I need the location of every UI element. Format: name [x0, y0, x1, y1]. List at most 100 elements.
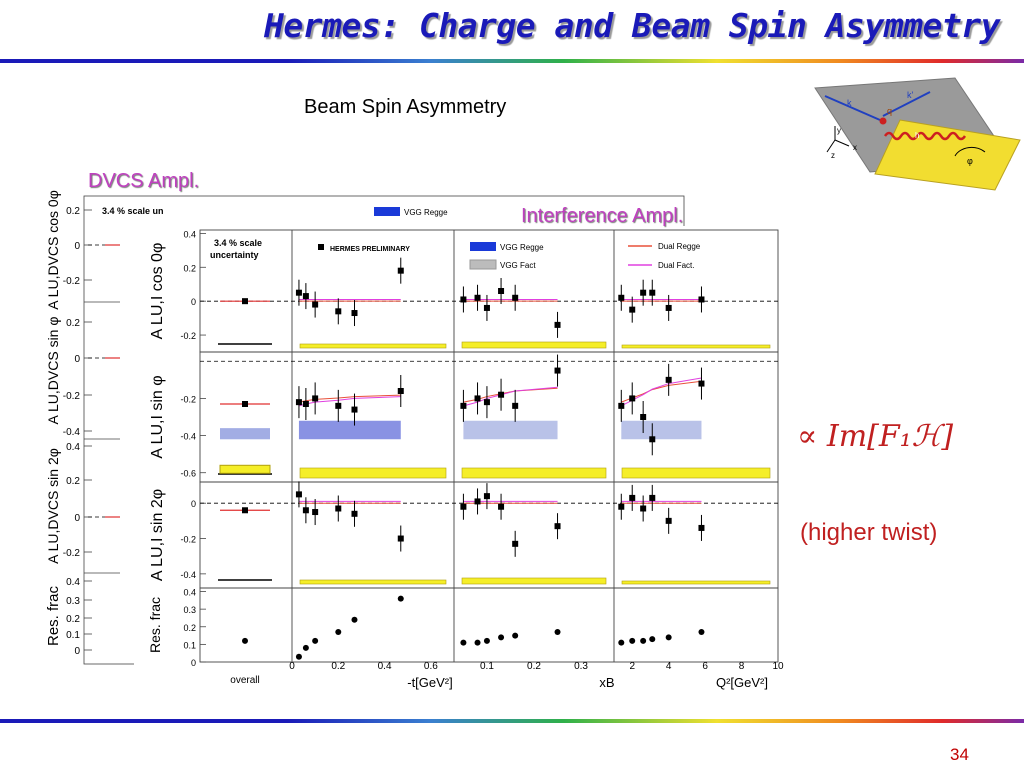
axis-z-line [826, 139, 836, 153]
diagram-label-q: q [887, 106, 892, 116]
back-tick-label: -0.2 [63, 276, 81, 287]
data-point [295, 399, 302, 406]
front-tick-label: 0.2 [183, 623, 196, 633]
data-point [460, 639, 467, 646]
back-tick-label: 0 [74, 646, 80, 657]
front-panel: 3.4 % scale uncertainty HERMES PRELIMINARY… [134, 226, 784, 694]
data-point [665, 376, 672, 383]
front-scale-note-2: uncertainty [210, 250, 259, 260]
data-point [351, 616, 358, 623]
overall-vgg-band [220, 428, 270, 440]
higher-twist-text: (higher twist) [800, 519, 937, 546]
data-point [618, 294, 625, 301]
data-point [397, 267, 404, 274]
kinematics-diagram: k k' q y x z φ h [814, 77, 1021, 191]
axis-x-line [834, 139, 850, 147]
front-preliminary-marker [318, 244, 324, 250]
data-point [397, 388, 404, 394]
front-row-label: A LU,I sin φ [149, 375, 166, 458]
data-point [649, 636, 656, 643]
back-tick-label: 0.4 [66, 442, 80, 453]
vgg-band [621, 420, 702, 440]
front-tick-label: 0 [191, 297, 196, 307]
data-point [629, 395, 636, 402]
front-scale-note-1: 3.4 % scale [214, 238, 262, 248]
syst-band [299, 343, 447, 349]
dual-regge-curve [298, 394, 401, 403]
data-point [498, 288, 505, 294]
data-point [460, 503, 467, 510]
back-tick-label: -0.2 [63, 548, 81, 559]
data-point [483, 304, 490, 311]
x-tick-label: 0.6 [424, 661, 438, 672]
data-point [640, 637, 647, 644]
slide-title: Hermes: Charge and Beam Spin Asymmetry [264, 6, 1000, 45]
diagram-label-phi: φ [967, 156, 973, 166]
overall-point [242, 637, 248, 644]
diagram-label-y: y [837, 126, 841, 135]
syst-band [461, 467, 607, 479]
data-point [483, 399, 490, 406]
diagram-label-kprime: k' [907, 90, 914, 100]
x-tick-label: 2 [629, 661, 635, 672]
interference-ampl-label: Interference Ampl. [521, 205, 684, 227]
data-point [295, 653, 302, 660]
data-point [649, 289, 656, 296]
front-row-label: A LU,I cos 0φ [149, 243, 166, 340]
data-point [698, 629, 705, 636]
data-point [629, 306, 636, 313]
back-tick-label: -0.2 [63, 391, 81, 402]
legend-swatch-vgg-regge [470, 242, 496, 251]
x-axis-label: xB [599, 675, 614, 690]
back-tick-label: 0 [74, 241, 80, 252]
back-tick-label: 0.2 [66, 476, 80, 487]
x-tick-label: 0.2 [331, 661, 345, 672]
data-point [498, 503, 505, 510]
data-point [512, 632, 519, 639]
syst-band [621, 467, 771, 479]
vgg-band [298, 420, 401, 440]
data-point [629, 637, 636, 644]
beam-arrow [824, 95, 881, 121]
diagram-label-z: z [831, 151, 835, 160]
legend-label-dual-fact: Dual Fact. [658, 261, 694, 270]
syst-band [461, 341, 607, 349]
back-row-label: A LU,DVCS sin φ [45, 317, 61, 425]
data-point [554, 523, 561, 530]
front-panel-background [134, 226, 782, 694]
data-point [698, 296, 705, 303]
front-tick-label: 0.2 [183, 263, 196, 273]
back-tick-label: -0.4 [63, 427, 81, 438]
x-tick-label: 6 [702, 661, 708, 672]
syst-band [299, 579, 447, 585]
data-point [512, 540, 519, 547]
back-tick-label: 0.2 [66, 318, 80, 329]
overall-syst-band [219, 464, 271, 474]
back-tick-label: 0 [74, 354, 80, 365]
chart-subtitle: Beam Spin Asymmetry [304, 96, 507, 118]
vertex-point [879, 117, 887, 125]
data-point [460, 402, 467, 409]
front-tick-label: -0.2 [180, 331, 196, 341]
front-tick-label: 0.3 [183, 605, 196, 615]
data-point [698, 524, 705, 531]
front-tick-label: 0 [191, 658, 196, 668]
x-tick-label: 8 [739, 661, 745, 672]
data-point [649, 436, 656, 443]
top-gradient-rule [0, 59, 1024, 63]
diagram-label-k: k [847, 98, 852, 108]
data-point [312, 301, 319, 308]
data-point [554, 321, 561, 328]
data-point [474, 639, 481, 646]
x-axis-label-overall: overall [230, 675, 259, 686]
data-point [295, 491, 302, 498]
front-tick-label: -0.4 [180, 432, 196, 442]
back-legend-swatch [374, 207, 400, 216]
front-tick-label: 0 [191, 499, 196, 509]
syst-band [461, 577, 607, 585]
data-point [335, 629, 342, 636]
data-point [665, 517, 672, 524]
x-tick-label: 0.1 [480, 661, 494, 672]
x-tick-label: 0.3 [574, 661, 588, 672]
